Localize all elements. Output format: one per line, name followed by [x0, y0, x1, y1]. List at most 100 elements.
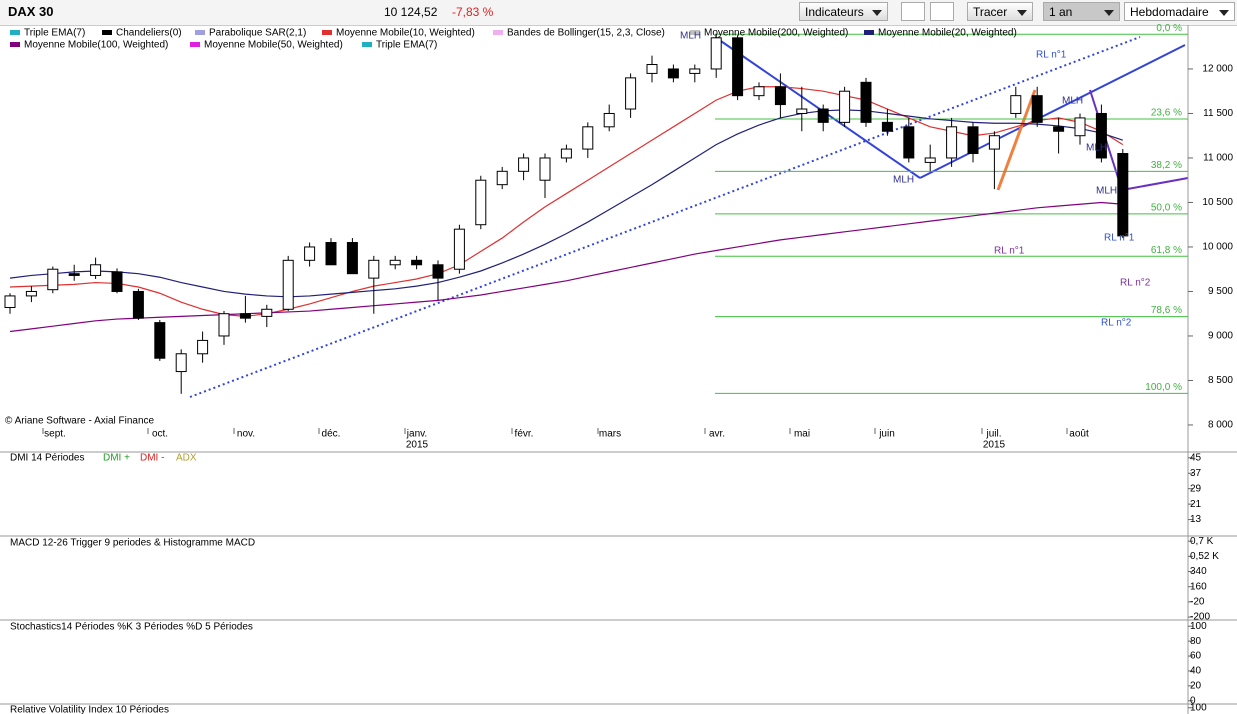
candle-body: [796, 108, 808, 114]
panel-title: MACD 12-26 Trigger 9 periodes & Histogra…: [10, 538, 255, 549]
moving-average: [9, 109, 1123, 298]
candle-body: [132, 290, 144, 319]
legend-label: Bandes de Bollinger(15, 2,3, Close): [507, 28, 665, 39]
legend-label: Triple EMA(7): [376, 40, 437, 51]
fib-label: 23,6 %: [1151, 108, 1182, 119]
y-tick-label: 8 500: [1208, 375, 1233, 386]
legend-swatch: [362, 42, 372, 47]
y-tick-label: -200: [1190, 612, 1210, 623]
legend-label: Triple EMA(7): [24, 28, 85, 39]
month-label: janv.: [406, 429, 427, 440]
candle-body: [710, 37, 722, 70]
y-tick-label: 0,52 K: [1190, 551, 1219, 562]
panel-legend: DMI -: [140, 453, 164, 464]
month-label: nov.: [237, 429, 255, 440]
candle-body: [903, 126, 915, 159]
y-tick-label: 12 000: [1202, 64, 1233, 75]
candle-body: [946, 126, 958, 159]
y-tick-label: 45: [1190, 452, 1202, 463]
candle-body: [25, 290, 37, 297]
year-label: 2015: [983, 440, 1006, 451]
month-label: mai: [794, 429, 810, 440]
candle-body: [646, 64, 658, 74]
candle-body: [411, 259, 423, 266]
y-tick-label: 9 500: [1208, 286, 1233, 297]
moving-average: [9, 201, 1123, 333]
y-tick-label: 100: [1190, 702, 1207, 713]
candle-body: [432, 264, 444, 279]
panel-title: Stochastics14 Périodes %K 3 Périodes %D …: [10, 622, 253, 633]
legend-label: Moyenne Mobile(10, Weighted): [336, 28, 475, 39]
trend-line: [189, 36, 1141, 398]
legend-swatch: [690, 30, 700, 35]
legend-swatch: [10, 30, 20, 35]
candle-body: [860, 81, 872, 123]
y-tick-label: 11 000: [1203, 153, 1233, 164]
y-tick-label: 60: [1190, 651, 1202, 662]
panel-legend: DMI +: [103, 453, 130, 464]
month-label: oct.: [152, 429, 168, 440]
fib-label: 100,0 %: [1145, 382, 1182, 393]
y-tick-label: 0,7 K: [1190, 536, 1214, 547]
toolbar: DAX 30 10 124,52 -7,83 % Indicateurs Tra…: [0, 0, 1237, 26]
candle-body: [967, 126, 979, 155]
period-select[interactable]: 1 an: [1043, 2, 1120, 21]
candle-body: [175, 353, 187, 373]
month-label: août: [1069, 429, 1089, 440]
candle-body: [1074, 117, 1086, 137]
y-tick-label: 10 000: [1202, 242, 1233, 253]
candle-body: [689, 68, 701, 74]
y-tick-label: 160: [1190, 581, 1207, 592]
legend-swatch: [195, 30, 205, 35]
candle-body: [1010, 95, 1022, 114]
candle-body: [218, 313, 230, 337]
fib-label: 61,8 %: [1151, 245, 1182, 256]
candle-body: [732, 37, 744, 97]
y-tick-label: -20: [1190, 597, 1205, 608]
indicators-button[interactable]: Indicateurs: [799, 2, 888, 21]
line-tool[interactable]: [901, 2, 925, 21]
draw-button[interactable]: Tracer: [967, 2, 1033, 21]
y-tick-label: 11 500: [1203, 108, 1233, 119]
annotation: RL n°1: [1036, 50, 1067, 61]
panel-title: DMI 14 Périodes: [10, 453, 84, 464]
annotation: RL n°1: [994, 246, 1025, 257]
candle-body: [496, 170, 508, 186]
annotation: MLH: [893, 175, 914, 186]
y-tick-label: 340: [1190, 566, 1207, 577]
legend-swatch: [10, 42, 20, 47]
candle-body: [988, 135, 1000, 150]
month-label: mars: [599, 429, 621, 440]
annotation: RL n°1: [1104, 233, 1135, 244]
candle-body: [325, 242, 337, 266]
annotation: MLH: [1096, 186, 1117, 197]
hline-tool[interactable]: [930, 2, 954, 21]
y-tick-label: 0: [1190, 695, 1196, 706]
y-tick-label: 13: [1190, 514, 1202, 525]
y-tick-label: 10 500: [1202, 197, 1233, 208]
candle-body: [90, 264, 102, 276]
legend-label: Moyenne Mobile(20, Weighted): [878, 28, 1017, 39]
legend-swatch: [102, 30, 112, 35]
candle-body: [667, 68, 679, 79]
interval-select[interactable]: Hebdomadaire: [1124, 2, 1235, 21]
fib-label: 50,0 %: [1151, 203, 1182, 214]
candle-body: [774, 86, 786, 106]
legend-swatch: [864, 30, 874, 35]
annotation: MLH: [1062, 96, 1083, 107]
candle-body: [839, 90, 851, 123]
candle-body: [539, 157, 551, 181]
candle-body: [197, 339, 209, 355]
year-label: 2015: [406, 440, 429, 451]
candle-body: [368, 259, 380, 279]
legend-swatch: [493, 30, 503, 35]
copyright: © Ariane Software - Axial Finance: [5, 416, 155, 427]
candle-body: [239, 313, 251, 319]
legend-label: Moyenne Mobile(100, Weighted): [24, 40, 168, 51]
candle-body: [1053, 126, 1065, 132]
candle-body: [1117, 153, 1129, 237]
trend-line: [714, 36, 921, 179]
candle-body: [582, 126, 594, 150]
